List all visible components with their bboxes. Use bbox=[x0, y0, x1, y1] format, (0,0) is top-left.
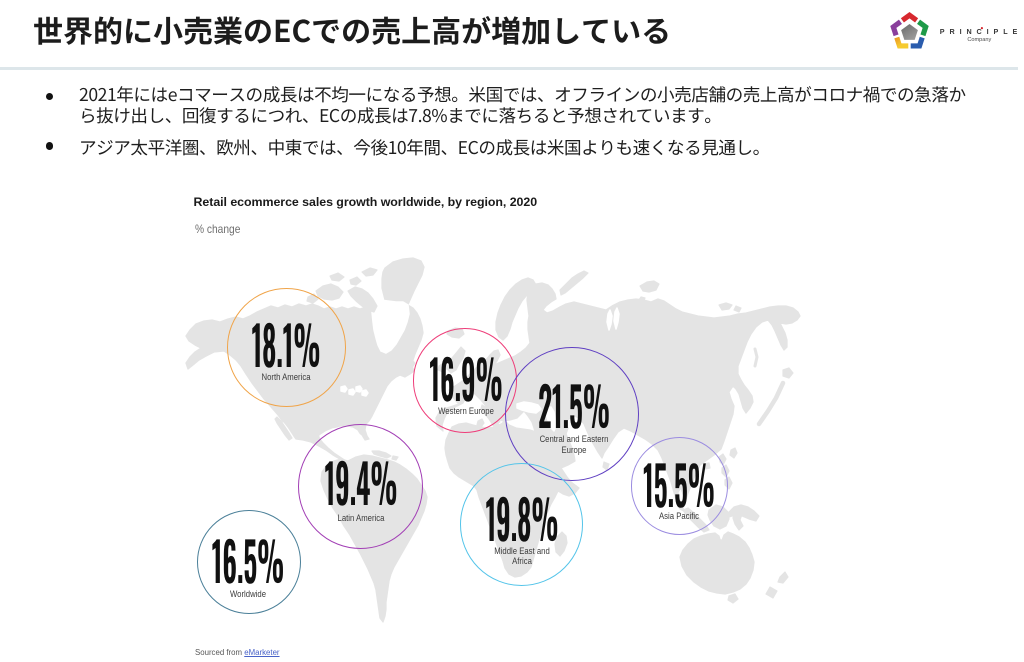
svg-text:Company: Company bbox=[967, 37, 991, 43]
svg-text:PRINCIPLE: PRINCIPLE bbox=[940, 27, 1018, 36]
